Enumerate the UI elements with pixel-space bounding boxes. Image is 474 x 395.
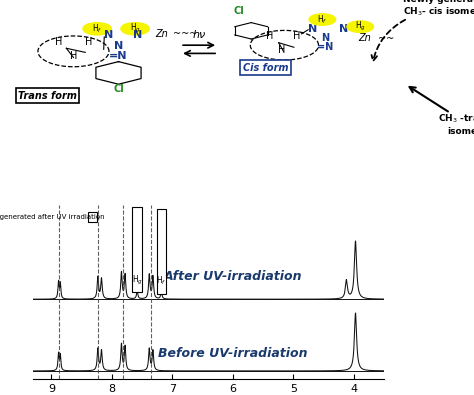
Text: H$_g$: H$_g$ [355,20,366,33]
Text: Zn: Zn [155,29,167,39]
Text: =N: =N [109,51,128,60]
Text: hν: hν [192,30,206,40]
Text: ~~: ~~ [378,34,394,43]
Text: CH$_3$ -trans
isomer: CH$_3$ -trans isomer [438,113,474,135]
Text: Newly generated
CH$_3$- cis isomer: Newly generated CH$_3$- cis isomer [403,0,474,18]
Text: H: H [55,37,62,47]
Text: H: H [85,37,92,47]
Text: H$_f$: H$_f$ [92,23,102,35]
Text: H$_g$: H$_g$ [129,22,141,35]
Text: H: H [70,51,77,61]
Bar [156,209,166,293]
Text: N: N [133,30,142,40]
Bar [88,212,97,222]
Bar [132,207,142,292]
Text: N: N [114,41,123,51]
Text: N: N [339,24,348,34]
Text: N: N [308,24,318,34]
Text: Cis form: Cis form [243,63,288,73]
Text: Cl: Cl [234,6,245,16]
Text: imidazolyl-H (f and g) generated after UV irradiation: imidazolyl-H (f and g) generated after U… [0,214,105,220]
Text: Cl: Cl [113,85,124,94]
Text: H$_g$: H$_g$ [132,274,143,287]
Text: H: H [292,32,300,41]
Text: H$_f$: H$_f$ [156,275,166,288]
Text: Before UV-irradiation: Before UV-irradiation [158,347,308,360]
Text: =N: =N [317,42,333,52]
Text: After UV-irradiation: After UV-irradiation [164,270,302,283]
Text: Zn: Zn [359,33,371,43]
Text: Trans form: Trans form [18,90,77,101]
Circle shape [83,23,111,35]
Circle shape [309,14,336,25]
Text: H$_f$: H$_f$ [317,13,328,26]
Circle shape [121,23,149,35]
Text: ~~~: ~~~ [173,29,197,39]
Text: N: N [320,34,329,43]
Text: N: N [104,30,114,40]
Text: H: H [265,32,273,41]
Circle shape [347,21,374,32]
Text: H: H [278,45,286,55]
